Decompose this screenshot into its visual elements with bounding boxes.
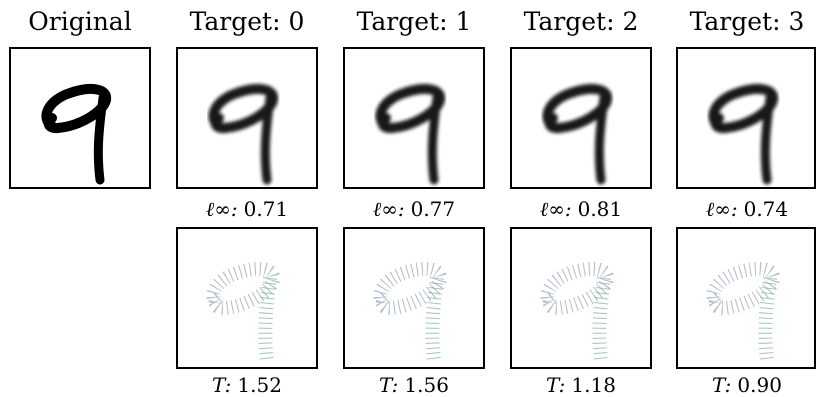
linf-symbol: ℓ∞: bbox=[540, 197, 572, 221]
linf-label: ℓ∞:0.77 bbox=[373, 197, 455, 221]
linf-value: 0.71 bbox=[244, 197, 289, 221]
linf-value: 0.74 bbox=[744, 197, 789, 221]
linf-value: 0.77 bbox=[411, 197, 456, 221]
t-value: 0.90 bbox=[737, 373, 782, 397]
t-value: 1.18 bbox=[571, 373, 616, 397]
target-title: Target: 1 bbox=[357, 7, 472, 36]
t-value: 1.56 bbox=[404, 373, 449, 397]
flow-image bbox=[344, 228, 484, 368]
flow-image bbox=[511, 228, 651, 368]
figure: Original Target: 0ℓ∞:0.71T:1.52Target: 1… bbox=[0, 0, 816, 397]
linf-symbol: ℓ∞: bbox=[373, 197, 405, 221]
t-label: T:0.90 bbox=[712, 373, 782, 397]
t-label: T:1.56 bbox=[379, 373, 449, 397]
target-title: Target: 0 bbox=[190, 7, 305, 36]
t-symbol: T: bbox=[712, 373, 731, 397]
t-symbol: T: bbox=[379, 373, 398, 397]
linf-label: ℓ∞:0.74 bbox=[706, 197, 788, 221]
t-label: T:1.52 bbox=[212, 373, 282, 397]
target-title: Target: 3 bbox=[690, 7, 805, 36]
linf-label: ℓ∞:0.71 bbox=[206, 197, 288, 221]
t-label: T:1.18 bbox=[546, 373, 616, 397]
flow-image bbox=[677, 228, 815, 368]
linf-label: ℓ∞:0.81 bbox=[540, 197, 622, 221]
t-symbol: T: bbox=[212, 373, 231, 397]
t-symbol: T: bbox=[546, 373, 565, 397]
flow-image bbox=[177, 228, 317, 368]
target-title: Target: 2 bbox=[524, 7, 639, 36]
original-title: Original bbox=[28, 7, 131, 36]
linf-symbol: ℓ∞: bbox=[706, 197, 738, 221]
linf-symbol: ℓ∞: bbox=[206, 197, 238, 221]
t-value: 1.52 bbox=[237, 373, 282, 397]
linf-value: 0.81 bbox=[578, 197, 623, 221]
